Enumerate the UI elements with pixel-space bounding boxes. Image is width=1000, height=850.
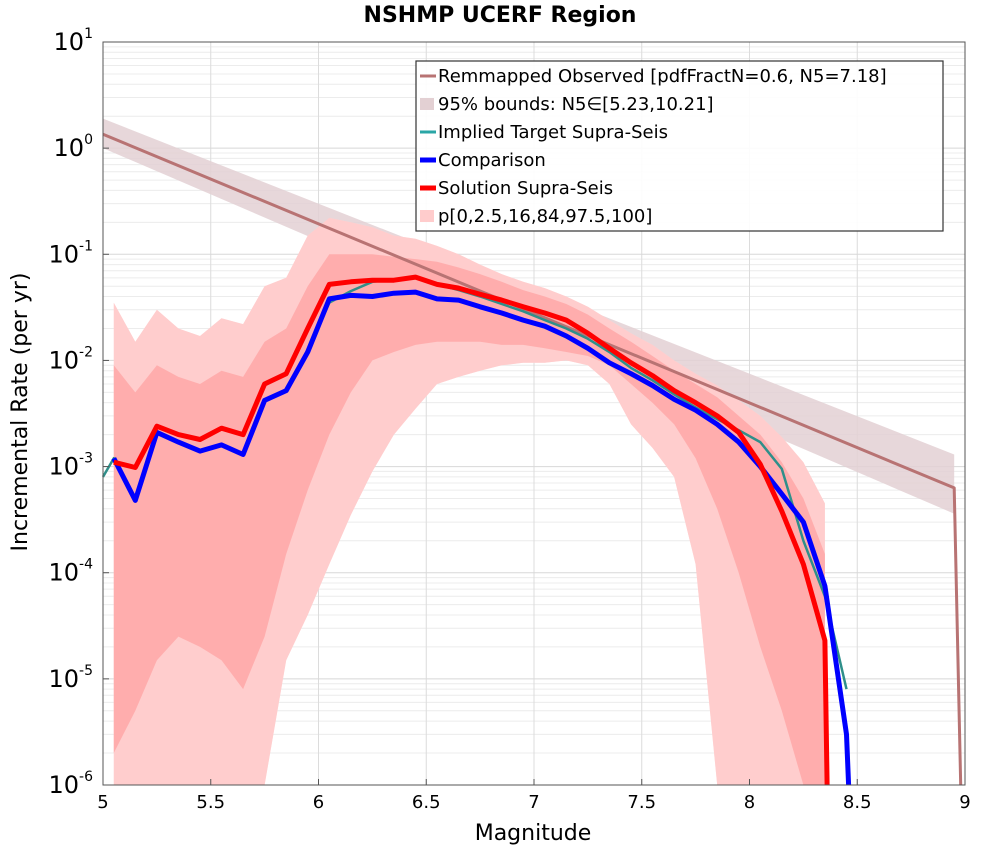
y-tick-exponent: 0 [84, 132, 93, 148]
legend-box [415, 60, 944, 232]
x-tick-label: 5.5 [196, 792, 225, 813]
y-tick-label: 10-1 [48, 238, 93, 268]
x-tick-label: 7 [528, 792, 539, 813]
y-tick-label: 10-4 [48, 557, 93, 587]
y-tick-base: 10 [48, 665, 79, 693]
y-tick-label: 10-3 [48, 451, 93, 481]
legend-label: Implied Target Supra-Seis [438, 122, 668, 143]
x-tick-label: 7.5 [627, 792, 656, 813]
y-tick-exponent: 1 [84, 26, 93, 42]
chart-title: NSHMP UCERF Region [364, 3, 637, 28]
y-tick-base: 10 [48, 240, 79, 268]
y-tick-base: 10 [48, 559, 79, 587]
series-comparison-line [111, 289, 852, 786]
y-tick-label: 100 [54, 132, 93, 162]
y-tick-base: 10 [54, 28, 85, 56]
legend-label: Comparison [438, 150, 546, 171]
legend-label: p[0,2.5,16,84,97.5,100] [438, 206, 652, 227]
y-tick-base: 10 [54, 134, 85, 162]
y-tick-base: 10 [48, 453, 79, 481]
x-tick-label: 8 [744, 792, 755, 813]
x-axis-label: Magnitude [475, 821, 592, 846]
y-tick-exponent: -5 [79, 663, 93, 679]
series-solution-line [113, 274, 830, 786]
y-tick-exponent: -4 [79, 557, 93, 573]
y-tick-label: 10-2 [48, 344, 93, 374]
y-tick-exponent: -1 [79, 238, 93, 254]
legend-label: Remmapped Observed [pdfFractN=0.6, N5=7.… [438, 66, 887, 87]
x-tick-label: 6 [313, 792, 324, 813]
x-tick-label: 8.5 [843, 792, 872, 813]
y-tick-exponent: -6 [79, 769, 93, 785]
y-axis-label: Incremental Rate (per yr) [8, 273, 33, 552]
band-p16-p84 [113, 254, 825, 786]
x-tick-label: 6.5 [412, 792, 441, 813]
legend-swatch [420, 98, 434, 110]
y-tick-exponent: -2 [79, 344, 93, 360]
legend-swatch [420, 210, 434, 222]
y-tick-exponent: -3 [79, 451, 93, 467]
x-tick-label: 9 [959, 792, 970, 813]
legend-label: 95% bounds: N5∈[5.23,10.21] [438, 94, 714, 115]
legend-label: Solution Supra-Seis [438, 178, 613, 199]
series-observed-line [102, 132, 963, 786]
y-tick-label: 10-6 [48, 769, 93, 799]
y-tick-label: 101 [54, 26, 93, 56]
y-tick-base: 10 [48, 771, 79, 799]
y-tick-base: 10 [48, 346, 79, 374]
x-tick-label: 5 [97, 792, 108, 813]
y-tick-label: 10-5 [48, 663, 93, 693]
